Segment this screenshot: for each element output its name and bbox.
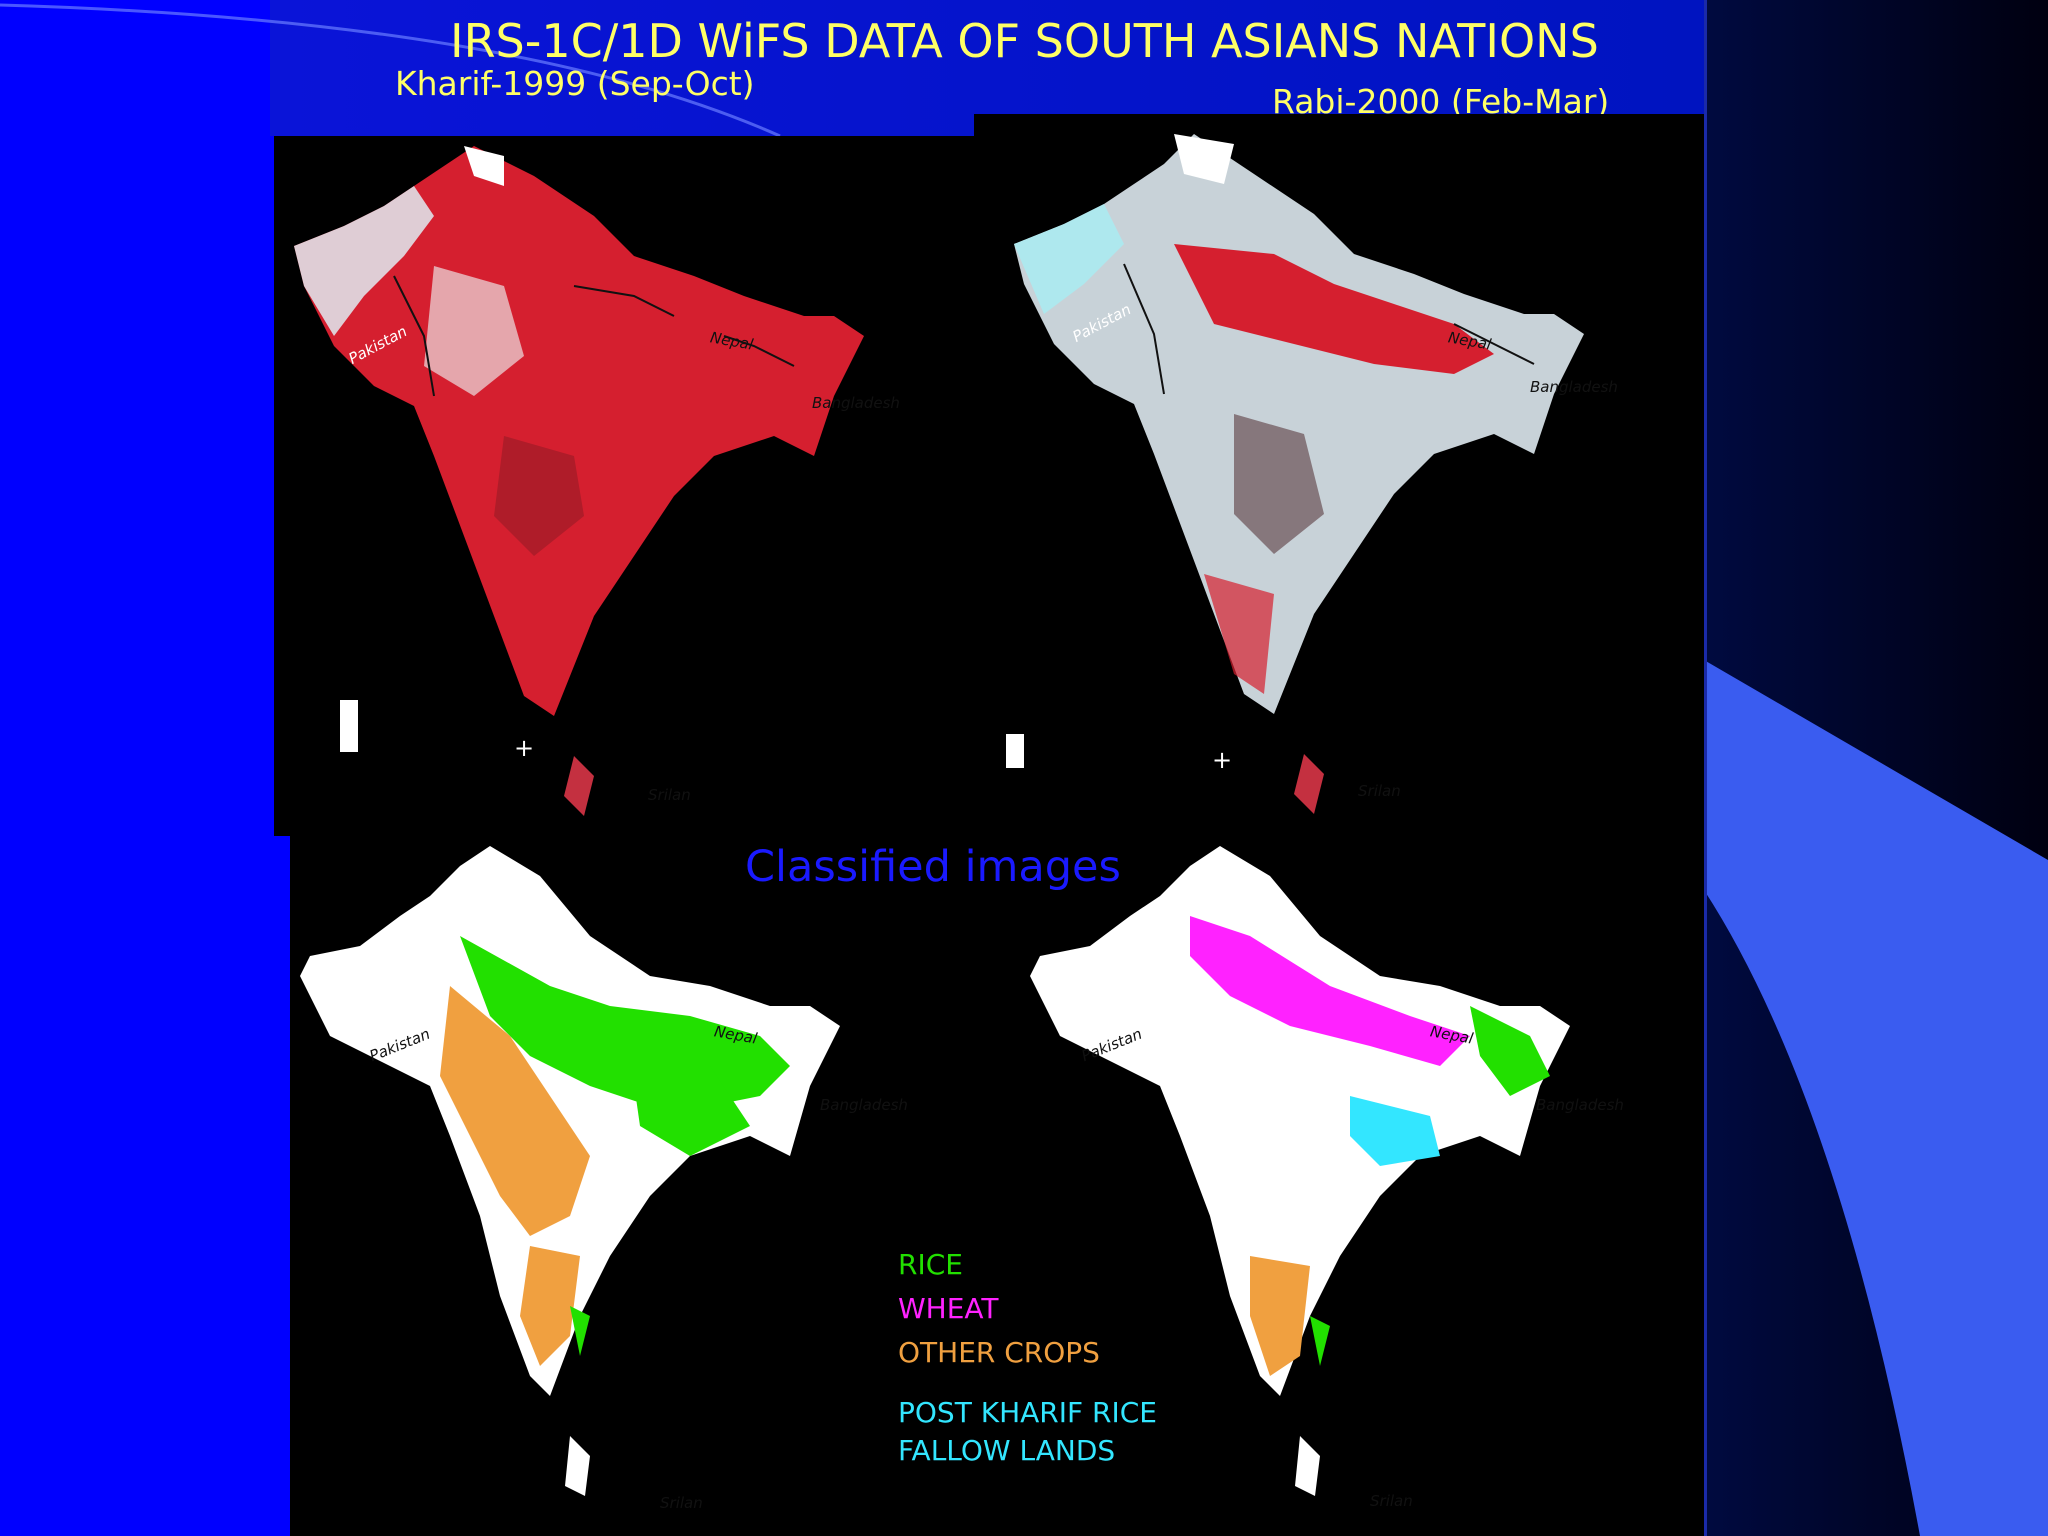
classified-images: Pakistan Nepal Bangladesh Srilan Pakista…	[290, 836, 1704, 1536]
classified-heading: Classified images	[745, 842, 1121, 892]
rabi-fcc-map	[1014, 134, 1584, 814]
rabi-fcc-image: Pakistan Nepal Bangladesh Srilan +	[974, 114, 1704, 836]
slide-title: IRS-1C/1D WiFS DATA OF SOUTH ASIANS NATI…	[450, 14, 1599, 68]
label-srilanka-rabi: Srilan	[1358, 782, 1401, 800]
legend-fallow-lands: FALLOW LANDS	[898, 1434, 1116, 1467]
label-bangladesh-classified: Bangladesh	[820, 1096, 908, 1114]
label-bangladesh-classified-rabi: Bangladesh	[1536, 1096, 1624, 1114]
kharif-fcc-image: Pakistan Nepal Bangladesh Srilan +	[274, 136, 974, 836]
legend-post-kharif-rice: POST KHARIF RICE	[898, 1396, 1157, 1429]
label-srilanka-classified-rabi: Srilan	[1370, 1492, 1413, 1510]
label-bangladesh-rabi: Bangladesh	[1530, 378, 1618, 396]
subtitle-kharif: Kharif-1999 (Sep-Oct)	[395, 64, 755, 103]
label-bangladesh: Bangladesh	[812, 394, 900, 412]
legend-other-crops: OTHER CROPS	[898, 1336, 1100, 1369]
scale-marker-rabi	[1006, 734, 1024, 768]
classified-maps	[300, 846, 1570, 1496]
legend-rice: RICE	[898, 1248, 963, 1281]
label-srilanka-classified: Srilan	[660, 1494, 703, 1512]
crosshair-marker-rabi: +	[1212, 746, 1233, 774]
legend-wheat: WHEAT	[898, 1292, 999, 1325]
crosshair-marker: +	[514, 734, 535, 762]
label-srilanka: Srilan	[648, 786, 691, 804]
scale-marker	[340, 700, 358, 752]
kharif-fcc-map	[294, 146, 864, 816]
